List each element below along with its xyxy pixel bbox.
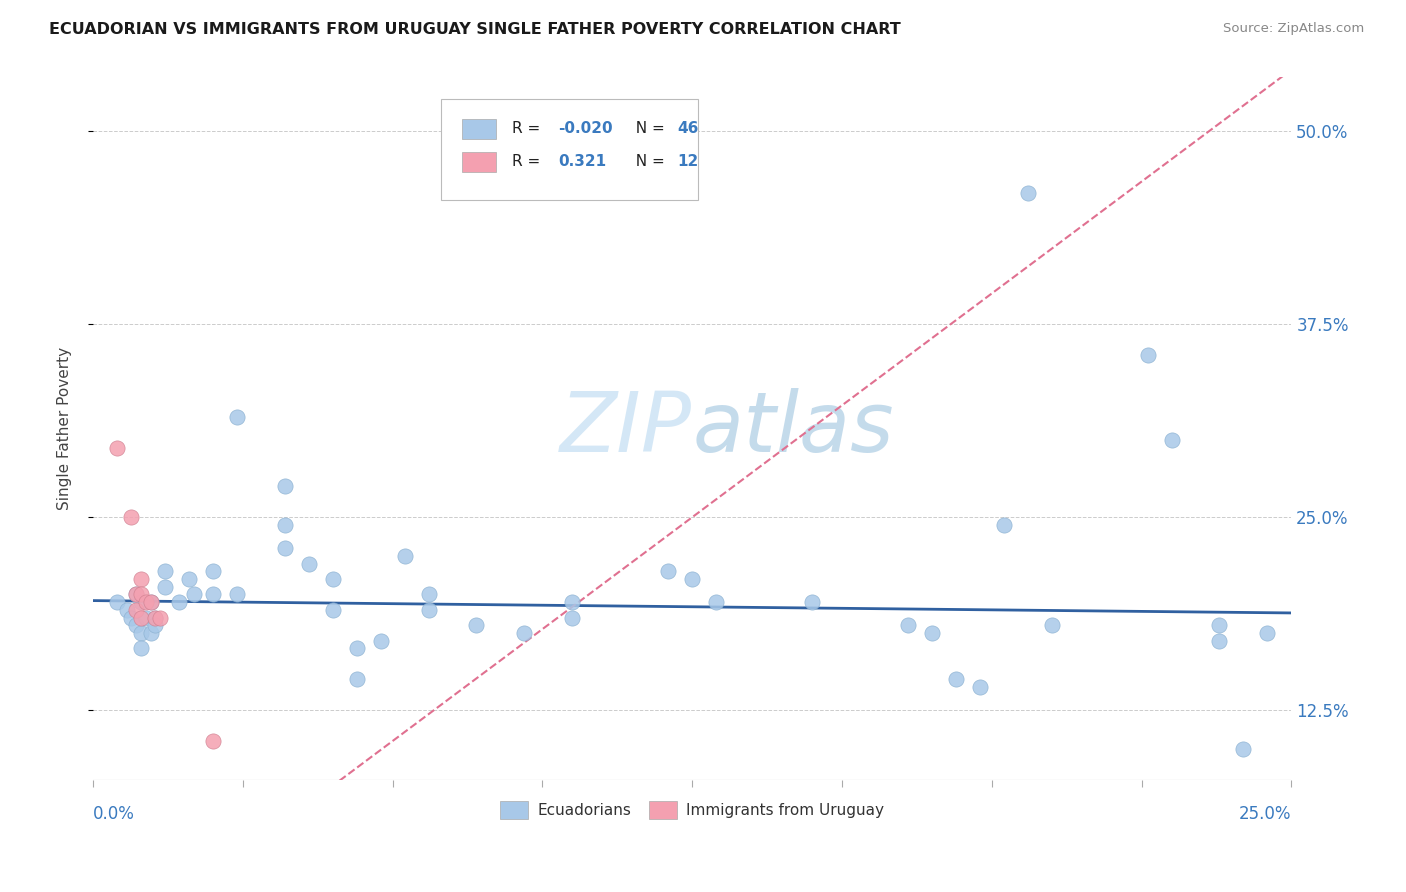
- Point: [561, 610, 583, 624]
- Point: [129, 587, 152, 601]
- Point: [129, 572, 152, 586]
- Point: [993, 518, 1015, 533]
- Point: [274, 479, 297, 493]
- Point: [153, 564, 176, 578]
- Point: [322, 603, 344, 617]
- Point: [801, 595, 824, 609]
- Point: [704, 595, 727, 609]
- Point: [1232, 741, 1254, 756]
- Point: [135, 595, 157, 609]
- Point: [125, 603, 148, 617]
- Text: atlas: atlas: [692, 388, 894, 469]
- Point: [945, 673, 967, 687]
- Y-axis label: Single Father Poverty: Single Father Poverty: [58, 347, 72, 510]
- Point: [1208, 618, 1230, 632]
- Point: [129, 595, 152, 609]
- Point: [139, 595, 162, 609]
- Point: [346, 673, 368, 687]
- Point: [921, 626, 943, 640]
- Text: 25.0%: 25.0%: [1239, 805, 1291, 822]
- Point: [681, 572, 703, 586]
- Point: [465, 618, 488, 632]
- Point: [120, 510, 142, 524]
- Text: -0.020: -0.020: [558, 121, 613, 136]
- Point: [201, 734, 224, 748]
- Point: [201, 564, 224, 578]
- Text: N =: N =: [626, 121, 669, 136]
- Point: [225, 587, 247, 601]
- Point: [1136, 348, 1159, 362]
- Point: [418, 603, 440, 617]
- Point: [274, 541, 297, 555]
- Point: [1040, 618, 1063, 632]
- Text: R =: R =: [512, 154, 546, 169]
- Point: [149, 610, 172, 624]
- Point: [143, 610, 166, 624]
- Point: [129, 610, 152, 624]
- Point: [1017, 186, 1039, 201]
- Point: [201, 587, 224, 601]
- Point: [139, 626, 162, 640]
- Point: [513, 626, 536, 640]
- Point: [322, 572, 344, 586]
- Text: ECUADORIAN VS IMMIGRANTS FROM URUGUAY SINGLE FATHER POVERTY CORRELATION CHART: ECUADORIAN VS IMMIGRANTS FROM URUGUAY SI…: [49, 22, 901, 37]
- Text: 0.321: 0.321: [558, 154, 606, 169]
- Point: [225, 409, 247, 424]
- Point: [418, 587, 440, 601]
- Point: [183, 587, 205, 601]
- Text: N =: N =: [626, 154, 669, 169]
- Point: [129, 641, 152, 656]
- Point: [177, 572, 200, 586]
- Text: 0.0%: 0.0%: [93, 805, 135, 822]
- Point: [115, 603, 138, 617]
- Point: [125, 587, 148, 601]
- Point: [143, 610, 166, 624]
- Point: [370, 633, 392, 648]
- Point: [169, 595, 191, 609]
- FancyBboxPatch shape: [440, 98, 699, 201]
- Point: [143, 618, 166, 632]
- Point: [105, 595, 128, 609]
- Point: [105, 441, 128, 455]
- Point: [274, 518, 297, 533]
- Point: [346, 641, 368, 656]
- Point: [129, 626, 152, 640]
- Point: [125, 618, 148, 632]
- Bar: [463, 152, 496, 171]
- Point: [897, 618, 920, 632]
- Point: [135, 610, 157, 624]
- Point: [1256, 626, 1278, 640]
- Legend: Ecuadorians, Immigrants from Uruguay: Ecuadorians, Immigrants from Uruguay: [495, 795, 890, 824]
- Point: [298, 557, 321, 571]
- Point: [969, 680, 991, 694]
- Text: 12: 12: [678, 154, 699, 169]
- Point: [139, 595, 162, 609]
- Text: Source: ZipAtlas.com: Source: ZipAtlas.com: [1223, 22, 1364, 36]
- Point: [125, 587, 148, 601]
- Point: [1208, 633, 1230, 648]
- Point: [120, 610, 142, 624]
- Text: ZIP: ZIP: [560, 388, 692, 469]
- Point: [1160, 433, 1182, 447]
- Text: R =: R =: [512, 121, 546, 136]
- Bar: [463, 119, 496, 138]
- Point: [657, 564, 679, 578]
- Point: [561, 595, 583, 609]
- Point: [153, 580, 176, 594]
- Text: 46: 46: [678, 121, 699, 136]
- Point: [394, 549, 416, 563]
